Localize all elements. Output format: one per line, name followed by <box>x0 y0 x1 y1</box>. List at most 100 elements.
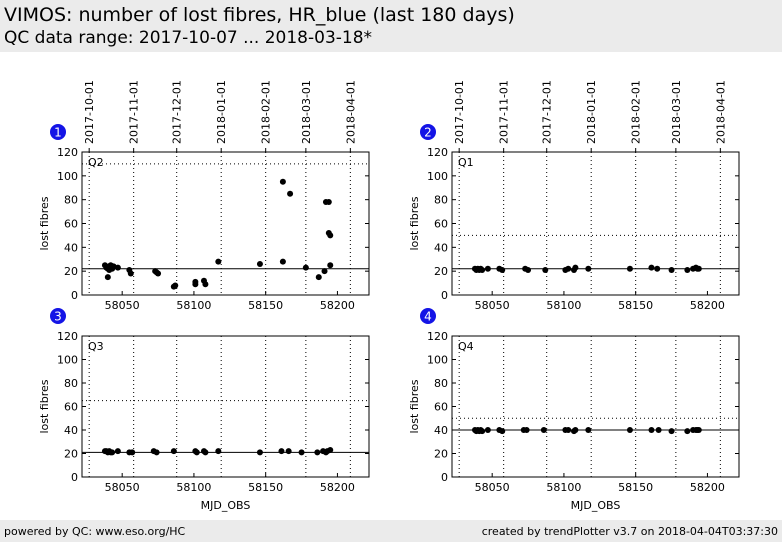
data-point <box>684 266 691 273</box>
date-tick-label: 2018-03-01 <box>670 80 683 144</box>
data-point <box>114 264 121 271</box>
data-point <box>484 427 491 433</box>
y-tick-label: 0 <box>71 289 78 302</box>
data-point <box>626 427 633 433</box>
data-point <box>279 178 286 185</box>
date-tick-label: 2018-03-01 <box>300 80 313 144</box>
y-tick-label: 60 <box>64 401 78 414</box>
y-tick-label: 40 <box>64 241 78 254</box>
data-point <box>684 428 691 435</box>
data-point <box>172 282 179 289</box>
data-point <box>315 274 322 281</box>
data-point <box>626 265 633 272</box>
data-point <box>104 274 111 281</box>
report-header: VIMOS: number of lost fibres, HR_blue (l… <box>0 0 782 52</box>
date-tick-label: 2017-11-01 <box>498 80 511 144</box>
data-point <box>129 449 136 456</box>
data-point <box>648 264 655 271</box>
data-point <box>499 428 506 435</box>
x-tick-label: 58200 <box>690 481 725 494</box>
quadrant-label: Q3 <box>88 340 104 353</box>
x-tick-label: 58150 <box>618 481 653 494</box>
data-point <box>278 448 285 455</box>
y-tick-label: 40 <box>434 241 448 254</box>
date-tick-label: 2017-11-01 <box>128 80 141 144</box>
date-tick-label: 2018-01-01 <box>585 80 598 144</box>
y-tick-label: 60 <box>434 401 448 414</box>
data-point <box>256 449 263 456</box>
quadrant-label: Q4 <box>458 340 474 353</box>
panel-number-label: 2 <box>424 126 432 140</box>
data-point <box>668 428 675 435</box>
data-point <box>192 278 199 285</box>
data-point <box>327 232 334 239</box>
y-tick-label: 60 <box>64 218 78 231</box>
x-tick-label: 58050 <box>475 481 510 494</box>
panel-q1: 2017-10-01 2017-11-01 2017-12-01 2018-01-01… <box>408 80 740 312</box>
data-point <box>499 266 506 273</box>
data-point <box>479 428 486 435</box>
x-tick-label: 58050 <box>105 299 140 312</box>
y-tick-label: 20 <box>434 448 448 461</box>
y-tick-label: 20 <box>434 265 448 278</box>
y-axis-label: lost fibres <box>38 379 51 433</box>
y-tick-label: 120 <box>57 330 78 343</box>
y-tick-label: 80 <box>64 194 78 207</box>
data-point <box>572 264 579 271</box>
data-point <box>654 265 661 272</box>
y-tick-label: 0 <box>71 471 78 484</box>
date-tick-label: 2017-10-01 <box>453 80 466 144</box>
data-point <box>109 449 116 456</box>
footer-created-by: created by trendPlotter v3.7 on 2018-04-… <box>481 525 778 538</box>
y-axis-label: lost fibres <box>38 196 51 250</box>
x-tick-label: 58100 <box>176 481 211 494</box>
data-point <box>585 427 592 433</box>
data-point <box>695 427 702 433</box>
data-point <box>325 199 332 206</box>
y-tick-label: 40 <box>64 424 78 437</box>
x-tick-label: 58150 <box>248 481 283 494</box>
page-subtitle: QC data range: 2017-10-07 ... 2018-03-18… <box>4 28 373 48</box>
data-point <box>525 266 532 273</box>
data-point <box>279 258 286 265</box>
plot-frame <box>451 335 740 478</box>
panel-number-label: 3 <box>54 310 62 324</box>
y-tick-label: 80 <box>434 377 448 390</box>
data-point <box>479 266 486 273</box>
y-tick-label: 40 <box>434 424 448 437</box>
data-point <box>256 261 263 268</box>
y-tick-label: 60 <box>434 218 448 231</box>
data-point <box>314 449 321 456</box>
y-tick-label: 100 <box>427 354 448 367</box>
y-tick-label: 80 <box>64 377 78 390</box>
data-point <box>572 427 579 433</box>
x-tick-label: 58200 <box>690 299 725 312</box>
data-point <box>153 449 160 456</box>
panel-q4: 0 20 40 60 80 100 120 58050 58100 58150 58200 lost … <box>408 308 740 512</box>
panel-number-badge <box>50 308 66 324</box>
data-point <box>170 448 177 455</box>
data-point <box>484 265 491 272</box>
y-axis-label: lost fibres <box>408 196 421 250</box>
y-axis-label: lost fibres <box>408 379 421 433</box>
x-tick-label: 58200 <box>320 481 355 494</box>
data-point <box>215 258 222 265</box>
date-tick-label: 2018-02-01 <box>260 80 273 144</box>
data-point <box>285 448 292 455</box>
plot-frame <box>451 151 740 296</box>
x-tick-label: 58100 <box>546 481 581 494</box>
trend-plot: 2017-10-01 2017-11-01 2017-12-01 2018-01-01… <box>38 80 740 512</box>
y-tick-label: 0 <box>441 289 448 302</box>
y-tick-label: 20 <box>64 265 78 278</box>
y-tick-label: 120 <box>427 146 448 159</box>
data-point <box>302 264 309 271</box>
data-point <box>215 448 222 455</box>
date-tick-label: 2018-02-01 <box>630 80 643 144</box>
quadrant-label: Q2 <box>88 156 104 169</box>
plot-frame <box>81 335 370 478</box>
x-tick-label: 58150 <box>618 299 653 312</box>
data-point <box>202 449 209 456</box>
data-point <box>540 427 547 433</box>
x-tick-label: 58150 <box>248 299 283 312</box>
data-point <box>321 268 328 275</box>
